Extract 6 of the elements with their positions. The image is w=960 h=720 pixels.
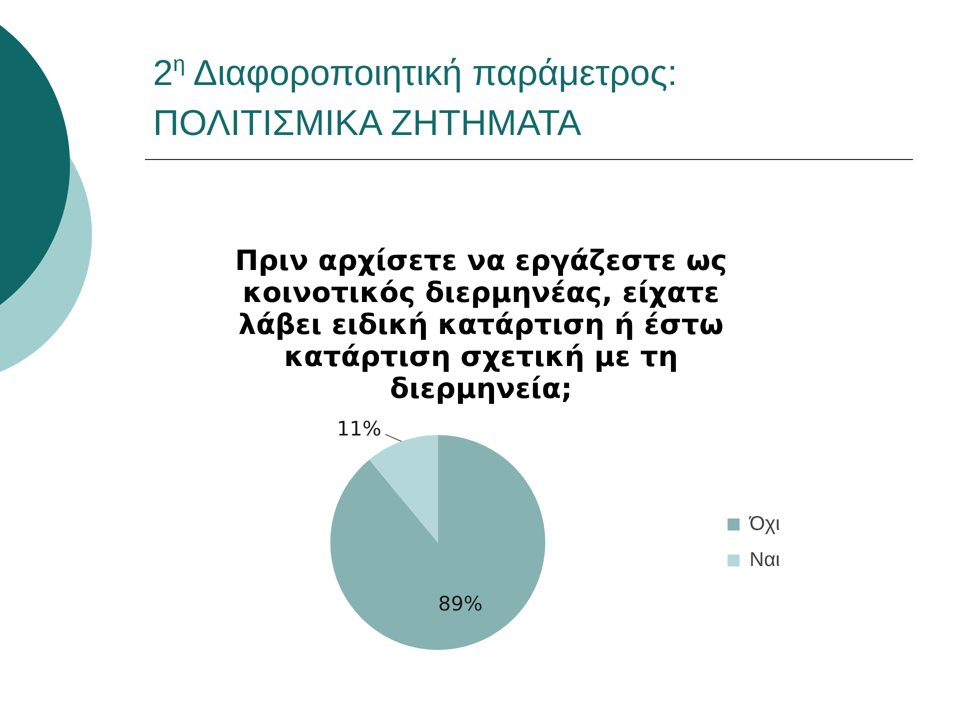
legend-label: Ναι: [750, 549, 780, 572]
chart-subtitle: Πριν αρχίσετε να εργάζεστε ως κοινοτικός διερμηνέας, είχατε λάβει ειδική κατάρτιση ή έστω κατάρτιση σχετική με τη διερμηνεία;: [234, 244, 728, 405]
legend-label: Όχι: [748, 513, 780, 536]
data-label: 89%: [438, 591, 483, 616]
data-label: 11%: [336, 416, 382, 441]
chart-title: 2$^{η}$ Διαφοροποιητική παράμετρος: ΠΟΛΙΤΙΣΜΙΚΑ ΖΗΤΗΜΑΤΑ: [153, 50, 678, 145]
